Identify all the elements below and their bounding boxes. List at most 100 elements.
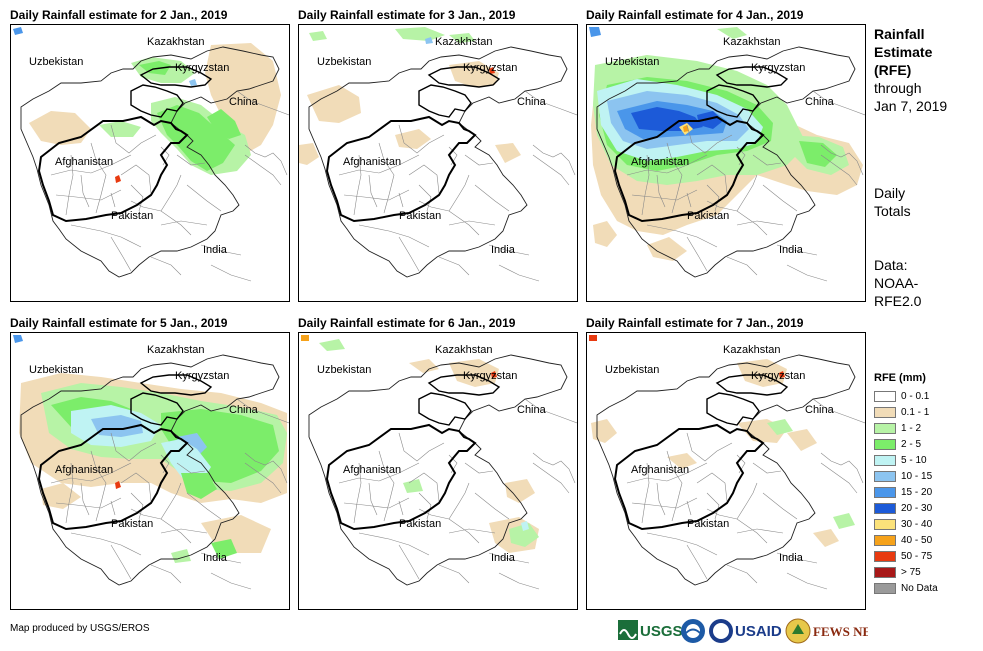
province-boundary bbox=[353, 462, 362, 524]
country-boundary-tajikistan bbox=[130, 84, 184, 118]
country-boundary-tajikistan bbox=[418, 392, 472, 426]
province-boundary bbox=[438, 256, 470, 276]
side-data-line: NOAA- bbox=[874, 275, 919, 291]
province-boundary bbox=[358, 224, 430, 248]
province-boundary bbox=[50, 462, 132, 484]
province-boundary bbox=[353, 154, 362, 216]
province-boundary bbox=[398, 544, 420, 580]
province-boundary bbox=[631, 189, 698, 201]
legend-swatch bbox=[874, 566, 896, 578]
province-boundary bbox=[418, 184, 432, 212]
rainfall-area bbox=[309, 31, 327, 41]
province-boundary bbox=[646, 532, 718, 556]
province-boundary bbox=[752, 154, 782, 166]
province-boundary bbox=[752, 462, 782, 474]
province-boundary bbox=[776, 552, 818, 564]
province-boundary bbox=[55, 189, 122, 201]
province-boundary bbox=[736, 220, 784, 226]
rainfall-area bbox=[509, 523, 539, 547]
legend-row: > 75 bbox=[874, 564, 974, 580]
country-label-uzbekistan: Uzbekistan bbox=[29, 364, 83, 376]
province-boundaries bbox=[338, 398, 577, 590]
panel-title: Daily Rainfall estimate for 2 Jan., 2019 bbox=[10, 8, 228, 22]
province-boundary bbox=[80, 174, 90, 208]
rainfall-area bbox=[395, 129, 431, 149]
country-label-india: India bbox=[491, 552, 516, 564]
map-frame: Kazakhstan Uzbekistan Kyrgyzstan China Afgha… bbox=[586, 24, 866, 302]
rainfall-map: Kazakhstan Uzbekistan Kyrgyzstan China Afgha… bbox=[589, 27, 865, 282]
rainfall-area bbox=[813, 529, 839, 547]
noaa-logo bbox=[681, 619, 705, 643]
country-boundary bbox=[20, 46, 280, 278]
province-boundary bbox=[488, 552, 530, 564]
side-data-line: Data: bbox=[874, 257, 908, 273]
province-boundary bbox=[130, 492, 144, 520]
legend-label: No Data bbox=[901, 582, 938, 594]
province-boundary bbox=[418, 492, 432, 520]
legend-swatch bbox=[874, 550, 896, 562]
province-boundary bbox=[532, 154, 570, 186]
map-frame: Kazakhstan Uzbekistan Kyrgyzstan China Afgha… bbox=[298, 332, 578, 610]
province-boundary bbox=[378, 450, 395, 522]
admin-boundary bbox=[812, 398, 865, 424]
province-boundary bbox=[762, 184, 798, 212]
country-label-kazakhstan: Kazakhstan bbox=[435, 344, 492, 356]
rainfall-area bbox=[667, 453, 697, 469]
rainfall-area bbox=[205, 43, 281, 153]
country-label-uzbekistan: Uzbekistan bbox=[605, 56, 659, 68]
rainfall-area bbox=[207, 109, 241, 139]
rainfall-area bbox=[591, 419, 617, 443]
rainfall-area bbox=[115, 481, 121, 489]
province-boundary bbox=[343, 189, 410, 201]
province-boundary bbox=[641, 462, 650, 524]
province-boundary bbox=[110, 500, 116, 516]
province-boundary bbox=[408, 472, 440, 502]
country-label-kazakhstan: Kazakhstan bbox=[147, 344, 204, 356]
rainfall-map: Kazakhstan Uzbekistan Kyrgyzstan China Afgha… bbox=[299, 27, 577, 282]
province-boundaries bbox=[50, 90, 289, 282]
province-boundary bbox=[120, 472, 152, 502]
legend-row: 0.1 - 1 bbox=[874, 404, 974, 420]
country-label-kyrgyzstan: Kyrgyzstan bbox=[751, 62, 805, 74]
legend-label: 15 - 20 bbox=[901, 486, 933, 498]
panel-title: Daily Rainfall estimate for 3 Jan., 2019 bbox=[298, 8, 516, 22]
province-boundary bbox=[686, 236, 708, 272]
admin-boundary bbox=[524, 90, 577, 116]
rainfall-area bbox=[41, 483, 81, 509]
province-boundary bbox=[498, 572, 540, 590]
province-boundary bbox=[160, 174, 182, 212]
province-boundary bbox=[464, 154, 494, 166]
country-label-afghanistan: Afghanistan bbox=[55, 464, 113, 476]
rainfall-area bbox=[157, 105, 235, 171]
province-boundary bbox=[786, 572, 828, 590]
province-boundary bbox=[736, 174, 758, 212]
legend-swatch bbox=[874, 486, 896, 498]
admin-boundary bbox=[236, 90, 289, 116]
rainfall-area bbox=[189, 79, 197, 86]
province-boundary bbox=[90, 142, 107, 214]
country-label-india: India bbox=[203, 552, 228, 564]
map-frame: Kazakhstan Uzbekistan Kyrgyzstan China Afgha… bbox=[586, 332, 866, 610]
province-boundary bbox=[110, 432, 157, 462]
province-boundaries bbox=[338, 90, 577, 282]
country-label-kyrgyzstan: Kyrgyzstan bbox=[463, 370, 517, 382]
legend-swatch bbox=[874, 390, 896, 402]
rainfall-area bbox=[99, 121, 141, 137]
legend-label: 0.1 - 1 bbox=[901, 406, 930, 418]
usaid-logo: USAID bbox=[709, 619, 782, 643]
province-boundary bbox=[776, 244, 818, 256]
country-label-china: China bbox=[805, 96, 835, 108]
province-boundary bbox=[656, 174, 666, 208]
rainfall-area bbox=[29, 111, 91, 145]
province-boundary bbox=[686, 124, 733, 154]
country-boundary-afghanistan bbox=[613, 423, 765, 531]
country-boundary-kyrgyzstan bbox=[715, 374, 789, 396]
country-label-kyrgyzstan: Kyrgyzstan bbox=[463, 62, 517, 74]
country-label-afghanistan: Afghanistan bbox=[55, 156, 113, 168]
country-label-pakistan: Pakistan bbox=[111, 518, 153, 530]
province-boundary bbox=[706, 492, 720, 520]
province-boundary bbox=[150, 564, 182, 584]
province-boundary bbox=[343, 497, 410, 509]
province-boundary bbox=[696, 164, 728, 194]
province-boundary bbox=[666, 142, 683, 214]
